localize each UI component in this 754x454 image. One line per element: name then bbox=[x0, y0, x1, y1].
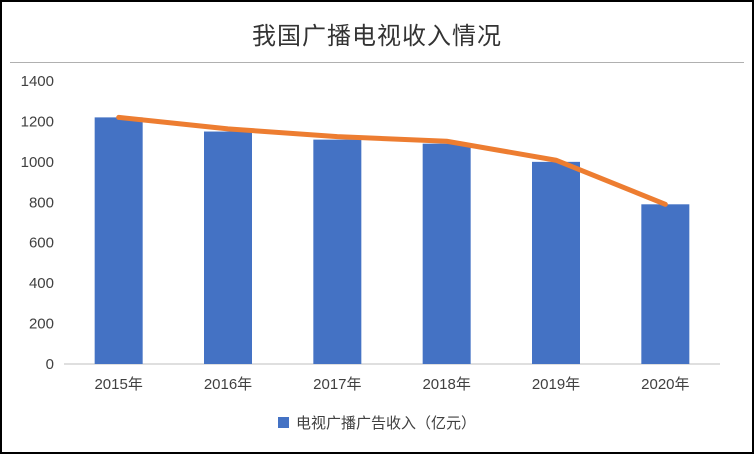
legend-label: 电视广播广告收入（亿元） bbox=[295, 415, 476, 432]
svg-text:1000: 1000 bbox=[21, 154, 54, 171]
svg-text:1400: 1400 bbox=[21, 73, 54, 90]
svg-text:800: 800 bbox=[29, 194, 54, 211]
svg-text:2020年: 2020年 bbox=[641, 376, 689, 393]
svg-text:2019年: 2019年 bbox=[532, 376, 580, 393]
svg-text:2015年: 2015年 bbox=[94, 376, 142, 393]
chart-title: 我国广播电视收入情况 bbox=[252, 23, 502, 50]
chart-plot-area: 0 200 400 600 800 1000 1200 1400 2015年 2016年 2017年… bbox=[21, 73, 720, 393]
svg-text:2017年: 2017年 bbox=[313, 376, 361, 393]
svg-text:0: 0 bbox=[46, 356, 54, 373]
svg-text:400: 400 bbox=[29, 275, 54, 292]
svg-text:1200: 1200 bbox=[21, 113, 54, 130]
svg-text:2016年: 2016年 bbox=[204, 376, 252, 393]
svg-text:600: 600 bbox=[29, 235, 54, 252]
svg-text:2018年: 2018年 bbox=[422, 376, 470, 393]
svg-text:200: 200 bbox=[29, 316, 54, 333]
legend-swatch-bar-series bbox=[277, 417, 289, 428]
title-divider bbox=[10, 62, 744, 63]
legend: 电视广播广告收入（亿元） bbox=[2, 412, 752, 433]
